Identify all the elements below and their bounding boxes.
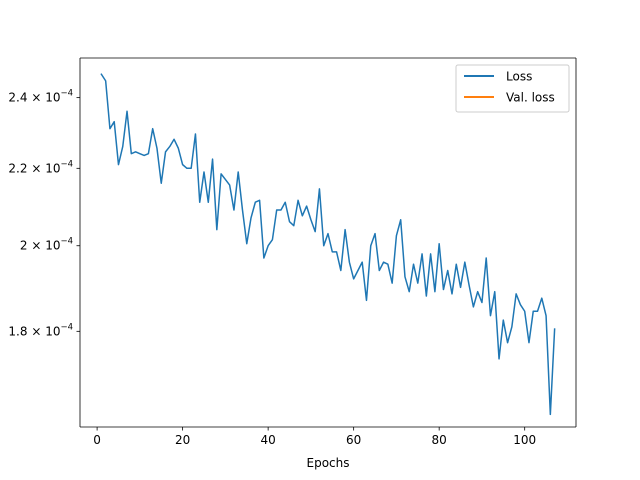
x-tick-label-1: 20 xyxy=(175,433,190,447)
x-axis-ticks: 0 20 40 60 80 100 xyxy=(93,427,536,447)
y-tick-label-0: 1.8 × 10−4 xyxy=(8,322,73,338)
legend-label-val-loss: Val. loss xyxy=(506,91,555,105)
legend-label-loss: Loss xyxy=(506,70,532,84)
series-line-0 xyxy=(100,73,556,416)
x-tick-label-5: 100 xyxy=(513,433,536,447)
legend: Loss Val. loss xyxy=(455,64,570,113)
x-tick-label-4: 80 xyxy=(432,433,447,447)
axes-frame xyxy=(79,57,577,428)
plot-area xyxy=(80,58,576,427)
y-tick-label-2: 2.2 × 10−4 xyxy=(8,159,73,175)
y-tick-label-1: 2 × 10−4 xyxy=(20,237,73,253)
x-axis-label: Epochs xyxy=(307,456,350,470)
series-layer xyxy=(100,73,556,416)
x-tick-label-2: 40 xyxy=(260,433,275,447)
y-tick-label-3: 2.4 × 10−4 xyxy=(8,89,73,105)
y-axis-ticks: 1.8 × 10−4 2 × 10−4 2.2 × 10−4 2.4 × 10−4 xyxy=(8,89,80,338)
x-tick-label-3: 60 xyxy=(346,433,361,447)
x-tick-label-0: 0 xyxy=(93,433,101,447)
